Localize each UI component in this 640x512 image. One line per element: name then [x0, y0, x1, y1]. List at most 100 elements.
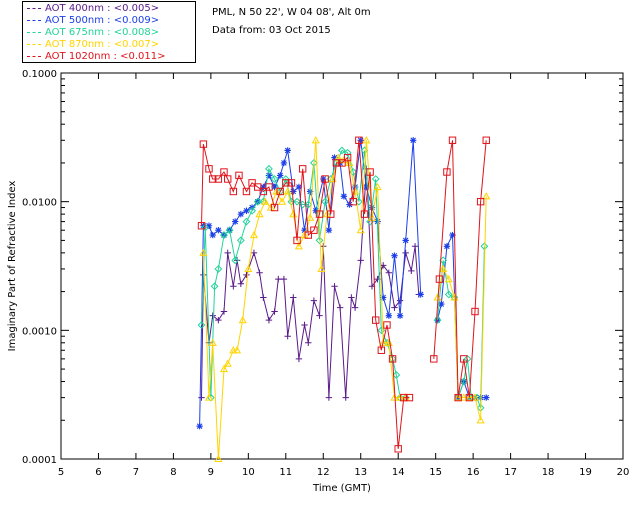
data-point: [224, 175, 232, 183]
data-point: [471, 307, 479, 316]
data-point: [238, 315, 247, 324]
x-tick-label: 12: [317, 467, 330, 478]
data-point: [232, 218, 239, 225]
data-point: [438, 300, 445, 308]
data-point: [366, 168, 374, 176]
data-point: [465, 393, 474, 402]
data-point: [463, 354, 472, 363]
data-point: [295, 183, 303, 191]
legend-swatch-870nm: [27, 43, 41, 45]
data-point: [348, 294, 355, 301]
data-point: [443, 168, 451, 176]
data-point: [295, 355, 303, 363]
data-point: [482, 192, 491, 200]
data-point: [214, 454, 223, 463]
data-point: [402, 249, 409, 257]
data-point: [336, 304, 344, 311]
data-point: [233, 346, 242, 354]
x-tick-label: 15: [429, 467, 442, 478]
data-point: [249, 230, 259, 239]
data-point: [360, 210, 369, 218]
data-point: [210, 282, 219, 291]
data-point: [215, 316, 222, 324]
data-point: [283, 187, 292, 195]
data-point: [390, 393, 399, 401]
data-point: [379, 338, 388, 346]
x-axis-ticks: 5 6 7 8 9 10 11 12 13 14 15 16 17 18 19 20: [58, 73, 629, 478]
data-point: [280, 275, 288, 283]
data-point: [223, 359, 232, 367]
data-point: [351, 187, 360, 195]
data-point: [301, 321, 308, 329]
data-point: [465, 393, 474, 401]
data-point: [248, 206, 256, 215]
data-point: [266, 203, 275, 211]
date-info: Data from: 03 Oct 2015: [212, 25, 331, 36]
data-point: [483, 394, 490, 401]
x-tick-label: 16: [467, 467, 480, 478]
data-point: [338, 159, 346, 167]
data-point: [306, 213, 315, 221]
data-point: [396, 297, 404, 304]
data-point: [237, 280, 245, 287]
data-point: [409, 137, 417, 144]
data-point: [385, 269, 393, 276]
x-tick-label: 18: [542, 467, 555, 478]
data-point: [388, 355, 397, 363]
data-point: [357, 137, 364, 144]
y-axis-label: Imaginary Part of Refractive Index: [7, 181, 18, 352]
data-point: [253, 197, 262, 206]
data-point: [310, 297, 318, 304]
data-point: [340, 193, 348, 200]
x-tick-label: 10: [242, 467, 255, 478]
data-point: [310, 226, 318, 234]
data-point: [201, 223, 210, 232]
station-info: PML, N 50 22', W 04 08', Alt 0m: [212, 7, 371, 18]
data-point: [242, 187, 251, 196]
data-point: [280, 159, 288, 167]
data-point: [355, 136, 363, 144]
data-point: [209, 312, 216, 319]
data-point: [259, 187, 268, 196]
x-axis-label: Time (GMT): [312, 483, 371, 494]
data-point: [243, 207, 250, 214]
legend-entry-1020nm: AOT 1020nm : <0.011>: [27, 51, 165, 63]
data-point: [396, 393, 404, 402]
data-point: [271, 308, 278, 315]
legend-entry-500nm: AOT 500nm : <0.009>: [27, 15, 159, 27]
data-point: [343, 148, 352, 157]
data-point: [197, 321, 206, 329]
data-point: [439, 264, 448, 273]
data-point: [209, 231, 216, 239]
y-axis-ticks: 0.0001 0.0010 0.0100 0.1000: [22, 69, 623, 466]
data-point: [290, 294, 297, 301]
data-point: [315, 210, 324, 218]
data-point: [394, 445, 402, 453]
x-tick-label: 19: [579, 467, 592, 478]
data-point: [197, 222, 206, 230]
data-point: [304, 200, 313, 209]
data-point: [290, 188, 297, 195]
y-tick-label: 0.1000: [22, 69, 57, 80]
data-point: [380, 294, 387, 301]
series-2: [197, 146, 489, 412]
data-point: [459, 393, 468, 401]
data-point: [198, 394, 205, 401]
data-point: [209, 175, 217, 183]
data-point: [204, 393, 214, 401]
data-point: [435, 275, 444, 283]
data-point: [321, 197, 330, 206]
x-tick-label: 6: [95, 467, 101, 478]
data-point: [385, 312, 393, 319]
data-point: [265, 316, 273, 324]
data-point: [256, 269, 263, 276]
data-point: [470, 393, 480, 401]
data-point: [433, 316, 442, 325]
x-tick-label: 9: [208, 467, 214, 478]
data-point: [254, 183, 262, 191]
data-point: [417, 291, 424, 298]
x-tick-label: 11: [279, 467, 292, 478]
data-point: [315, 236, 324, 245]
data-point: [284, 333, 291, 340]
data-point: [214, 175, 223, 183]
